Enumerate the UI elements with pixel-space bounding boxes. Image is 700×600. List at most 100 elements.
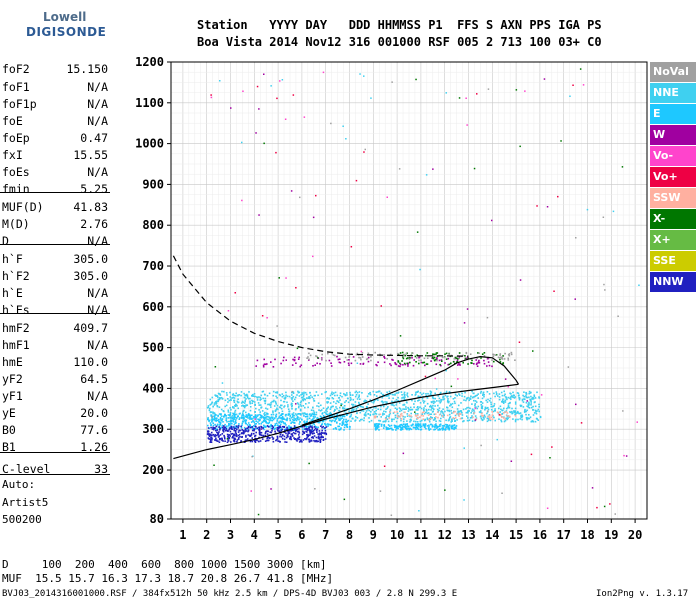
echo-point xyxy=(258,409,260,411)
param-yf1: yF1 N/A xyxy=(2,389,108,407)
echo-point xyxy=(250,432,253,435)
echo-point xyxy=(487,361,490,363)
param-key: B0 xyxy=(2,423,16,437)
echo-point xyxy=(471,410,473,412)
echo-point xyxy=(416,391,419,393)
echo-point xyxy=(212,422,214,424)
echo-point xyxy=(263,399,266,402)
echo-point xyxy=(303,421,306,424)
echo-point xyxy=(441,425,444,427)
echo-point xyxy=(319,441,322,443)
echo-point xyxy=(305,403,307,405)
echo-point xyxy=(384,401,386,403)
echo-point xyxy=(399,362,401,365)
echo-point xyxy=(251,440,254,443)
echo-point xyxy=(462,361,464,364)
echo-point xyxy=(309,394,312,397)
echo-point xyxy=(383,425,386,427)
echo-point xyxy=(249,409,252,412)
param-key: foF1 xyxy=(2,80,30,94)
echo-point xyxy=(213,416,216,419)
echo-point xyxy=(259,434,262,436)
panel-divider xyxy=(0,244,110,245)
echo-point xyxy=(301,419,303,421)
echo-point xyxy=(410,408,413,411)
param-value: 15.150 xyxy=(66,62,108,76)
echo-point xyxy=(425,411,427,414)
echo-point xyxy=(450,426,453,429)
echo-point xyxy=(356,391,359,394)
noise-point xyxy=(557,195,559,198)
echo-point xyxy=(507,405,510,407)
echo-point xyxy=(402,357,405,360)
echo-point xyxy=(430,406,433,408)
echo-point xyxy=(434,428,436,431)
echo-point xyxy=(347,419,350,422)
echo-point xyxy=(458,410,460,413)
echo-point xyxy=(280,417,282,419)
echo-point xyxy=(245,419,248,421)
echo-point xyxy=(365,400,368,402)
echo-point xyxy=(393,424,396,427)
echo-point xyxy=(338,358,341,360)
echo-point xyxy=(425,354,427,357)
echo-point xyxy=(514,415,517,417)
echo-point xyxy=(235,395,237,397)
echo-point xyxy=(227,437,230,439)
echo-point xyxy=(428,429,431,431)
echo-point xyxy=(434,417,437,420)
echo-point xyxy=(370,419,373,422)
echo-point xyxy=(295,408,297,410)
echo-point xyxy=(246,415,248,418)
echo-point xyxy=(224,437,226,440)
echo-point xyxy=(416,413,419,415)
noise-point xyxy=(604,289,606,291)
echo-point xyxy=(481,414,483,417)
echo-point xyxy=(234,409,237,412)
echo-point xyxy=(511,396,513,398)
param-value: N/A xyxy=(87,80,108,94)
echo-point xyxy=(465,408,467,410)
echo-point xyxy=(261,410,264,412)
echo-point xyxy=(327,352,329,355)
echo-point xyxy=(311,433,314,435)
echo-point xyxy=(297,413,299,415)
echo-point xyxy=(458,394,461,396)
param-ye: yE 20.0 xyxy=(2,406,108,424)
echo-point xyxy=(210,431,213,434)
echo-point xyxy=(385,408,387,411)
echo-point xyxy=(272,438,274,440)
echo-point xyxy=(268,392,271,395)
echo-point xyxy=(265,421,268,424)
echo-point xyxy=(233,426,235,428)
echo-point xyxy=(407,425,410,428)
param-key: foEp xyxy=(2,131,30,145)
echo-point xyxy=(213,404,216,406)
echo-point xyxy=(394,426,396,428)
echo-point xyxy=(215,437,217,440)
echo-point xyxy=(433,353,436,356)
echo-point xyxy=(389,363,391,365)
echo-point xyxy=(446,414,449,417)
echo-point xyxy=(217,399,220,401)
echo-point xyxy=(299,413,301,415)
echo-point xyxy=(321,393,323,395)
echo-point xyxy=(208,409,211,412)
noise-point xyxy=(359,73,361,75)
echo-point xyxy=(418,423,420,426)
echo-point xyxy=(504,399,507,402)
echo-point xyxy=(410,412,412,415)
echo-point xyxy=(318,421,320,424)
echo-point xyxy=(507,396,510,399)
echo-point xyxy=(390,424,393,427)
echo-point xyxy=(348,359,350,361)
echo-point xyxy=(334,391,337,394)
echo-point xyxy=(406,420,408,422)
echo-point xyxy=(477,397,479,399)
legend-e-swatch: E xyxy=(650,104,696,124)
echo-point xyxy=(244,429,247,431)
echo-point xyxy=(429,390,432,393)
echo-point xyxy=(435,423,437,425)
echo-point xyxy=(405,426,408,428)
echo-point xyxy=(381,396,384,399)
